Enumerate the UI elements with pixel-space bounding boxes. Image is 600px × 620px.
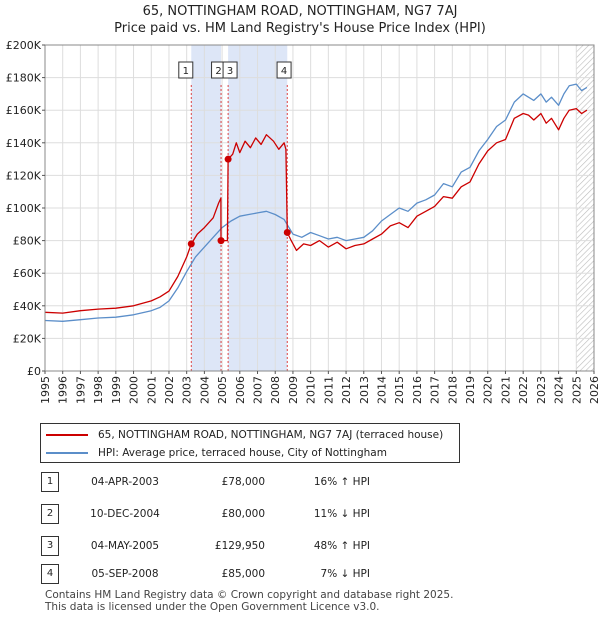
x-tick-label: 1998 [92,376,105,404]
x-tick-label: 2009 [287,376,300,404]
sale-hpi-diff: 16% ↑ HPI [313,476,370,488]
y-tick-label: £180K [6,72,42,85]
x-tick-label: 2025 [570,376,583,404]
sale-price: £80,000 [221,508,265,520]
y-tick-label: £20K [13,332,42,345]
sale-label-frame [276,61,292,79]
x-tick-label: 2024 [553,376,566,404]
x-tick-label: 2022 [517,376,530,404]
sale-number-badge: 1 [41,472,59,492]
sale-label-text: 2 [215,66,221,77]
sale-hpi-diff: 7% ↓ HPI [320,568,370,580]
sale-label-text: 3 [227,66,233,77]
title-line-1: 65, NOTTINGHAM ROAD, NOTTINGHAM, NG7 7AJ [142,4,458,19]
x-tick-label: 2015 [393,376,406,404]
sale-row: 1 04-APR-2003 £78,000 16% ↑ HPI [0,472,600,492]
y-tick-label: £40K [13,300,42,313]
sale-date: 04-MAY-2005 [90,540,160,552]
x-tick-label: 2003 [181,376,194,404]
sale-point [283,228,291,236]
y-tick-label: £80K [13,235,42,248]
x-tick-label: 2021 [499,376,512,404]
x-tick-label: 1997 [74,376,87,404]
sale-date: 04-APR-2003 [91,476,159,488]
sale-point [217,237,225,245]
sale-label-box: 3 [222,61,238,79]
x-tick-label: 2000 [128,376,141,404]
sale-number-badge: 4 [41,564,59,584]
x-tick-label: 2002 [163,376,176,404]
x-tick-label: 2013 [358,376,371,404]
x-tick-label: 1999 [110,376,123,404]
x-tick-label: 2004 [198,376,211,404]
chart-title: 65, NOTTINGHAM ROAD, NOTTINGHAM, NG7 7AJ… [0,3,600,37]
sale-label-box: 1 [178,61,194,79]
legend-label-property: 65, NOTTINGHAM ROAD, NOTTINGHAM, NG7 7AJ… [98,429,444,441]
sale-number-badge: 2 [41,504,59,524]
footer-attribution: Contains HM Land Registry data © Crown c… [45,589,453,613]
sale-label-text: 1 [183,66,189,77]
footer-line-1: Contains HM Land Registry data © Crown c… [45,589,454,601]
y-tick-label: £0 [27,365,41,378]
sale-label-text: 4 [281,66,287,77]
x-tick-label: 2012 [340,376,353,404]
y-tick-label: £60K [13,267,42,280]
sale-label-frame [178,61,194,79]
legend-swatch-property [46,434,88,436]
sale-point [224,155,232,163]
sale-row: 3 04-MAY-2005 £129,950 48% ↑ HPI [0,536,600,556]
sale-date: 10-DEC-2004 [90,508,160,520]
y-tick-label: £160K [6,104,42,117]
x-tick-label: 2017 [429,376,442,404]
property-price-line [45,107,588,314]
legend-swatch-hpi [46,452,88,454]
x-tick-label: 2018 [446,376,459,404]
x-tick-label: 2014 [375,376,388,404]
y-tick-label: £100K [6,202,42,215]
x-tick-label: 2023 [535,376,548,404]
x-tick-label: 2010 [305,376,318,404]
x-tick-label: 2016 [411,376,424,404]
x-tick-label: 2026 [588,376,600,404]
sale-price: £85,000 [221,568,265,580]
x-tick-label: 1996 [57,376,70,404]
footer-line-2: This data is licensed under the Open Gov… [45,601,380,613]
sale-label-frame [222,61,238,79]
x-tick-label: 2011 [322,376,335,404]
y-tick-label: £200K [6,39,42,52]
chart-legend: 65, NOTTINGHAM ROAD, NOTTINGHAM, NG7 7AJ… [40,423,460,463]
x-tick-label: 1995 [39,376,52,404]
y-tick-label: £120K [6,169,42,182]
legend-item-property: 65, NOTTINGHAM ROAD, NOTTINGHAM, NG7 7AJ… [41,426,443,444]
sale-point [187,240,195,248]
sale-price: £78,000 [221,476,265,488]
sale-number-badge: 3 [41,536,59,556]
sale-date: 05-SEP-2008 [91,568,159,580]
title-line-2: Price paid vs. HM Land Registry's House … [114,21,486,36]
x-tick-label: 2020 [482,376,495,404]
y-tick-label: £140K [6,137,42,150]
sale-price: £129,950 [214,540,265,552]
sale-hpi-diff: 48% ↑ HPI [313,540,370,552]
x-tick-label: 2007 [252,376,265,404]
x-tick-label: 2001 [145,376,158,404]
sale-row: 2 10-DEC-2004 £80,000 11% ↓ HPI [0,504,600,524]
x-tick-label: 2008 [269,376,282,404]
sale-row: 4 05-SEP-2008 £85,000 7% ↓ HPI [0,564,600,584]
x-tick-label: 2006 [234,376,247,404]
sale-hpi-diff: 11% ↓ HPI [313,508,370,520]
sale-label-box: 4 [276,61,292,79]
legend-item-hpi: HPI: Average price, terraced house, City… [41,444,387,462]
x-tick-label: 2005 [216,376,229,404]
hpi-line [45,83,588,322]
legend-label-hpi: HPI: Average price, terraced house, City… [98,447,387,459]
x-tick-label: 2019 [464,376,477,404]
